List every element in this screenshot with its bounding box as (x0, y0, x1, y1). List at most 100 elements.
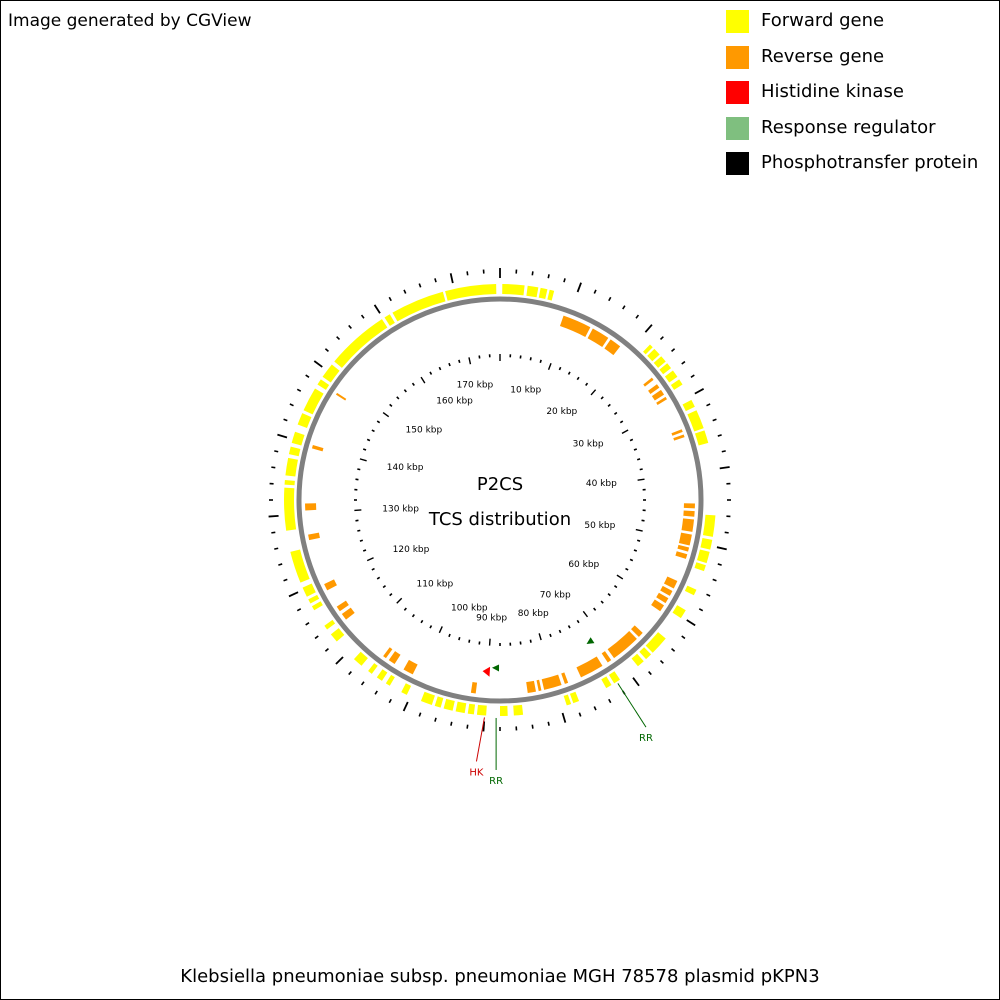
outer-tick-8 (622, 305, 626, 310)
kbp-label-30: 30 kbp (573, 439, 604, 449)
reverse-gene-20 (607, 631, 637, 659)
reverse-gene-7 (671, 429, 683, 436)
legend-label-rr: Response regulator (761, 116, 936, 138)
inner-tick-124 (359, 539, 364, 542)
outer-tick-57 (314, 635, 319, 640)
outer-tick-82 (403, 289, 407, 294)
credit-text: Image generated by CGView (8, 11, 252, 31)
outer-tick-55 (335, 656, 344, 665)
forward-gene-11 (687, 410, 704, 432)
outer-tick-60 (288, 591, 299, 598)
outer-tick-76 (324, 348, 329, 352)
inner-tick-168 (458, 359, 461, 364)
outer-tick-70 (277, 433, 288, 439)
inner-tick-20 (590, 389, 597, 396)
inner-tick-72 (576, 619, 580, 624)
legend-swatch-reverse (726, 45, 749, 69)
outer-tick-5 (576, 282, 582, 293)
inner-tick-36 (636, 458, 641, 461)
inner-tick-8 (539, 359, 542, 364)
reverse-gene-0 (559, 315, 591, 337)
tcs-marker-track (482, 637, 595, 677)
forward-gene-37 (368, 663, 378, 674)
inner-tick-102 (429, 625, 433, 629)
forward-gene-track (283, 284, 716, 716)
inner-tick-144 (366, 438, 371, 442)
inner-tick-156 (403, 389, 407, 393)
callout-label-hk-2: HK (469, 767, 484, 778)
forward-gene-51 (303, 388, 324, 415)
forward-gene-54 (334, 319, 388, 368)
legend-swatch-hk (726, 81, 749, 104)
forward-gene-1 (526, 285, 539, 298)
inner-tick-142 (362, 448, 367, 451)
outer-tick-38 (593, 706, 597, 711)
inner-tick-162 (429, 371, 433, 375)
forward-gene-2 (538, 287, 548, 300)
outer-tick-25 (716, 546, 727, 551)
outer-tick-64 (271, 531, 276, 534)
kbp-label-110: 110 kbp (417, 579, 454, 589)
inner-tick-146 (371, 429, 375, 433)
forward-gene-25 (563, 694, 572, 706)
inner-tick-90 (488, 638, 491, 646)
reverse-gene-19 (631, 625, 643, 637)
inner-tick-60 (616, 574, 624, 580)
inner-tick-98 (448, 633, 451, 638)
forward-gene-38 (353, 651, 368, 666)
reverse-gene-18 (651, 599, 665, 612)
outer-tick-30 (686, 619, 696, 627)
forward-gene-6 (653, 356, 666, 368)
kbp-label-40: 40 kbp (586, 479, 617, 489)
forward-gene-27 (500, 705, 508, 716)
inner-tick-16 (576, 376, 580, 381)
outer-tick-80 (373, 304, 381, 314)
inner-tick-82 (529, 639, 532, 643)
reverse-gene-15 (663, 576, 678, 589)
outer-tick-56 (324, 648, 329, 652)
forward-gene-45 (283, 487, 297, 531)
forward-gene-39 (330, 628, 345, 642)
forward-gene-5 (647, 348, 660, 362)
outer-tick-68 (271, 466, 276, 469)
inner-tick-50 (635, 528, 643, 532)
kbp-label-ring: 10 kbp 20 kbp 30 kbp 40 kbp 50 kbp 60 kbp 70 k… (382, 381, 617, 624)
inner-tick-28 (619, 420, 624, 424)
outer-tick-77 (336, 336, 341, 341)
inner-tick-140 (359, 458, 367, 462)
outer-tick-81 (388, 296, 392, 302)
inner-tick-74 (567, 625, 571, 629)
forward-gene-0 (502, 284, 525, 296)
forward-gene-28 (476, 704, 487, 716)
inner-tick-122 (362, 549, 367, 552)
forward-gene-29 (467, 703, 476, 715)
outer-tick-27 (712, 578, 717, 582)
outer-tick-2 (531, 271, 534, 276)
inner-tick-112 (389, 593, 393, 597)
outer-tick-18 (717, 434, 722, 437)
inner-tick-14 (567, 371, 571, 375)
outer-tick-13 (681, 360, 686, 365)
kbp-label-140: 140 kbp (387, 463, 424, 473)
outer-tick-28 (706, 593, 711, 597)
legend-label-hk: Histidine kinase (761, 81, 904, 102)
outer-tick-32 (671, 648, 676, 652)
inner-tick-64 (607, 593, 611, 597)
kbp-label-20: 20 kbp (546, 407, 577, 417)
forward-gene-10 (682, 399, 695, 412)
outer-tick-71 (283, 418, 288, 422)
inner-tick-116 (376, 576, 381, 580)
outer-tick-85 (449, 273, 454, 284)
outer-tick-14 (690, 374, 695, 378)
outer-tick-49 (418, 712, 422, 717)
kbp-label-170: 170 kbp (457, 381, 494, 391)
forward-gene-52 (317, 379, 330, 390)
reverse-gene-37 (335, 392, 347, 401)
forward-gene-20 (639, 647, 652, 660)
outer-tick-79 (360, 314, 365, 319)
forward-gene-35 (385, 674, 395, 686)
inner-tick-150 (382, 411, 390, 418)
forward-gene-43 (302, 583, 316, 597)
forward-gene-40 (324, 619, 336, 630)
reverse-gene-11 (681, 518, 695, 532)
